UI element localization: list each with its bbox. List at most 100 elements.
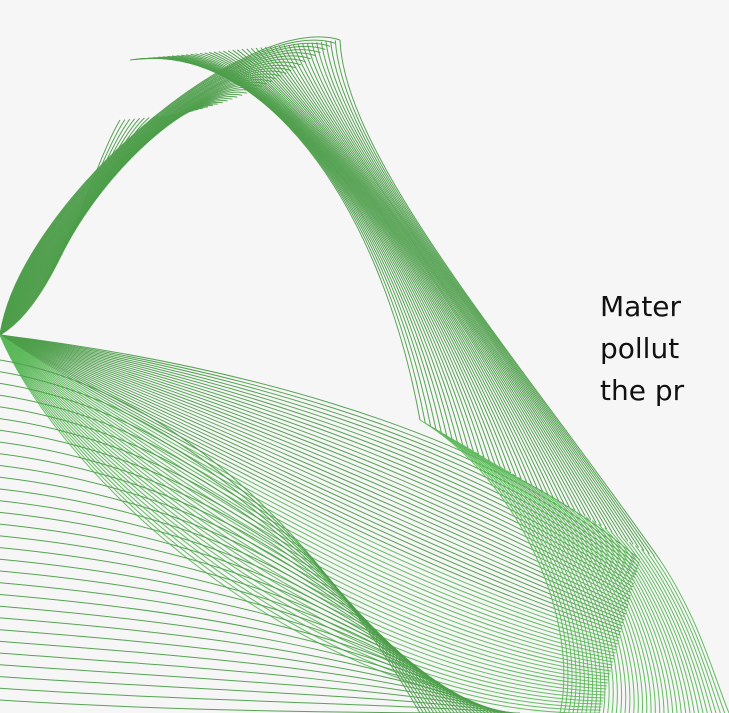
wave-line xyxy=(0,558,479,713)
wave-line xyxy=(0,652,507,713)
wave-line xyxy=(320,41,640,548)
wave-line xyxy=(292,44,608,530)
wave-line xyxy=(0,334,637,576)
wave-line xyxy=(659,559,729,713)
wave-line xyxy=(0,65,297,336)
wave-line xyxy=(306,42,624,539)
wave-line xyxy=(0,334,627,612)
wave-line xyxy=(0,664,510,713)
wave-line xyxy=(0,334,615,657)
wave-line xyxy=(0,594,490,713)
wave-line xyxy=(432,426,573,713)
wave-line xyxy=(0,334,608,684)
wave-line xyxy=(628,541,708,713)
wave-line xyxy=(171,55,469,449)
wave-line xyxy=(0,334,641,561)
wave-line xyxy=(493,462,614,713)
wave-line xyxy=(283,45,597,523)
wave-line xyxy=(0,334,629,606)
wave-line xyxy=(505,469,623,713)
wave-line xyxy=(653,556,726,713)
wave-line xyxy=(0,334,611,675)
wave-line xyxy=(0,453,449,713)
wave-line xyxy=(475,451,602,713)
wave-line xyxy=(567,505,665,713)
wave-line xyxy=(536,487,643,713)
wave-line xyxy=(0,334,604,702)
wave-line xyxy=(647,552,721,713)
wave-line xyxy=(236,49,544,492)
wave-line xyxy=(190,53,490,461)
wave-line xyxy=(518,477,631,713)
wave-line xyxy=(585,516,678,713)
wave-line xyxy=(0,359,421,713)
wave-line xyxy=(548,495,652,713)
wave-line xyxy=(0,42,331,336)
wave-line xyxy=(610,530,695,713)
wave-line xyxy=(0,334,623,630)
wave-line xyxy=(246,48,554,499)
hero-text-line: Mater xyxy=(600,290,682,323)
wave-line xyxy=(0,582,486,713)
wave-line xyxy=(0,334,627,615)
wave-line xyxy=(153,57,448,436)
wave-line xyxy=(0,334,628,609)
wave-line xyxy=(0,46,326,336)
wave-line xyxy=(616,534,700,713)
wave-line xyxy=(468,448,598,713)
wave-line xyxy=(330,40,650,555)
wave-line xyxy=(0,334,631,600)
wave-line xyxy=(143,57,437,430)
wave-line xyxy=(0,547,476,713)
wave-line xyxy=(288,44,602,527)
wave-line xyxy=(162,56,458,442)
wave-line xyxy=(181,54,480,455)
wave-line xyxy=(167,55,464,446)
wave-line xyxy=(419,419,565,713)
wave-line xyxy=(0,334,613,666)
wave-line xyxy=(438,430,577,713)
wave-line xyxy=(339,39,661,561)
wave-line xyxy=(542,491,648,713)
wave-line xyxy=(481,455,606,713)
wave-line xyxy=(0,676,514,713)
wave-line xyxy=(0,334,601,711)
wave-line xyxy=(591,520,682,713)
wave-line xyxy=(635,545,713,713)
wave-line xyxy=(311,42,629,542)
wave-line xyxy=(530,484,639,713)
wave-line xyxy=(0,334,620,639)
wave-line xyxy=(0,570,483,713)
wave-line xyxy=(579,512,674,713)
wave-line xyxy=(0,334,631,597)
hero-text-line: pollut xyxy=(600,332,680,365)
wave-line xyxy=(0,334,634,588)
wave-line xyxy=(0,86,258,336)
wave-line xyxy=(302,43,618,536)
wave-line xyxy=(0,334,624,624)
wave-line xyxy=(0,418,438,713)
wave-line xyxy=(255,47,565,505)
wave-line xyxy=(0,96,238,336)
wave-line xyxy=(511,473,627,713)
wave-line xyxy=(555,498,656,713)
wave-line xyxy=(148,57,442,433)
wave-line xyxy=(0,91,248,336)
wave-line xyxy=(0,76,277,336)
wave-line xyxy=(0,70,287,336)
wave-line xyxy=(573,509,669,713)
wave-line xyxy=(241,48,549,495)
wave-line xyxy=(0,334,619,642)
wave-line xyxy=(0,93,243,336)
wave-line xyxy=(524,480,635,713)
wave-line xyxy=(0,61,302,336)
wave-line xyxy=(598,523,687,713)
wave-line xyxy=(176,55,474,452)
wave-line xyxy=(0,334,603,705)
wave-line xyxy=(0,334,609,681)
wave-line xyxy=(0,334,602,708)
wave-line xyxy=(425,423,569,713)
wave-line xyxy=(0,334,616,654)
